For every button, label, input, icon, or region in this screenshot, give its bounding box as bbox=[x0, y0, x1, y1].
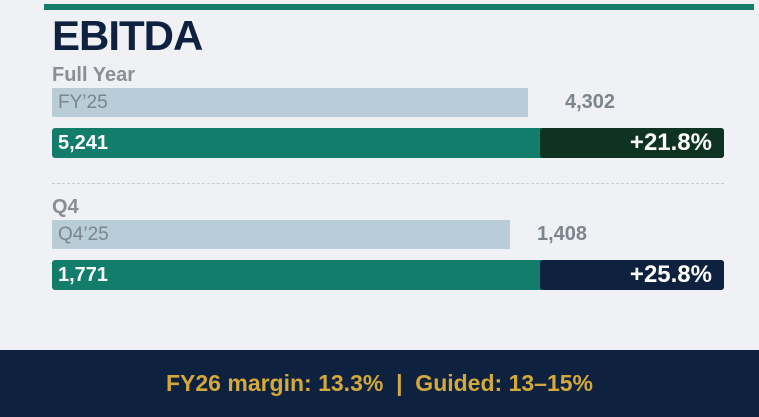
change-badge: +21.8% bbox=[540, 128, 724, 158]
footer: FY26 margin: 13.3% | Guided: 13–15% bbox=[0, 350, 759, 417]
section-label: Q4 bbox=[52, 196, 79, 218]
prior-bar: FY’25 bbox=[52, 88, 528, 117]
section-label: Full Year bbox=[52, 64, 136, 86]
title: EBITDA bbox=[52, 12, 203, 59]
change-badge: +25.8% bbox=[540, 260, 724, 290]
prior-bar: Q4’25 bbox=[52, 220, 510, 249]
prior-value: 4,302 bbox=[565, 91, 616, 113]
divider bbox=[52, 183, 724, 184]
accent-line bbox=[44, 4, 754, 10]
prior-value: 1,408 bbox=[537, 223, 588, 245]
